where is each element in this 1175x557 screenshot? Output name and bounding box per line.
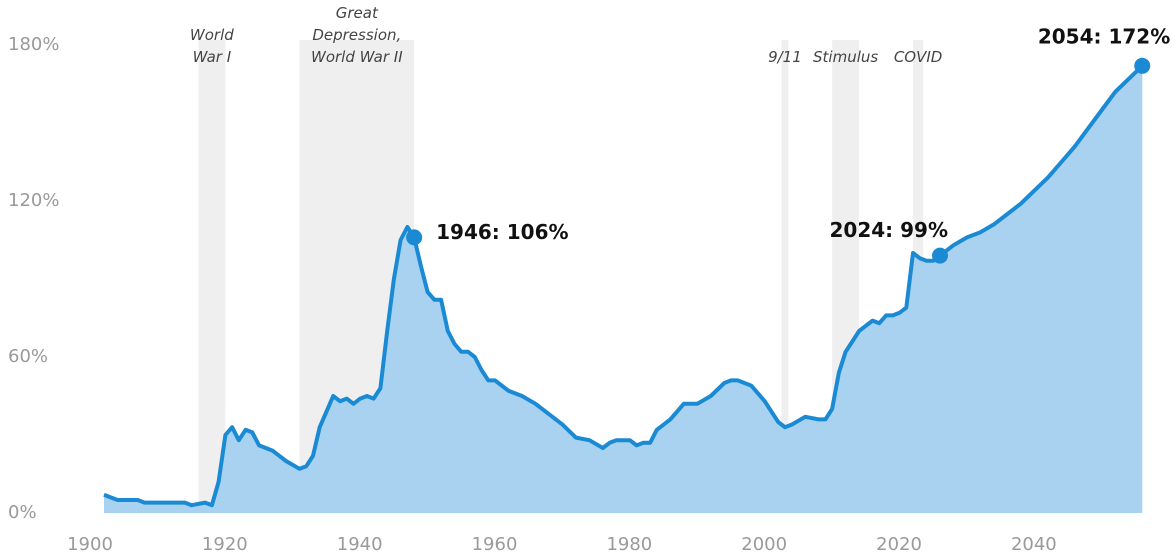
- period-label-line: World War II: [311, 48, 403, 66]
- y-tick-label: 180%: [8, 34, 59, 55]
- area: [104, 65, 1143, 514]
- period-label: Stimulus: [813, 48, 878, 66]
- period-label-line: 9/11: [768, 48, 802, 66]
- period-label-line: Depression,: [312, 26, 401, 44]
- period-label-line: War I: [193, 48, 232, 66]
- x-tick-label: 2000: [741, 534, 787, 555]
- x-tick-label: 1960: [472, 534, 518, 555]
- period-label: World War I: [190, 26, 234, 66]
- period-shade: [198, 40, 226, 513]
- x-tick-label: 1940: [337, 534, 383, 555]
- x-tick-label: 2020: [876, 534, 922, 555]
- period-label-line: World: [190, 26, 234, 44]
- y-tick-label: 0%: [8, 502, 37, 523]
- highlight-label: 2024: 99%: [830, 218, 949, 242]
- highlight-point: [932, 247, 948, 264]
- x-tick-label: 1900: [67, 534, 113, 555]
- period-label-line: COVID: [894, 48, 943, 66]
- highlight-label: 2054: 172%: [1038, 24, 1170, 48]
- line: [103, 64, 1144, 508]
- period-label: COVID: [894, 48, 943, 66]
- y-tick-label: 120%: [8, 190, 59, 211]
- y-tick-label: 60%: [8, 346, 48, 367]
- period-label-line: Great: [336, 4, 379, 22]
- period-label: Great Depression, World War II: [311, 4, 403, 66]
- highlight-label: 1946: 106%: [436, 220, 568, 244]
- highlight-point: [1134, 57, 1151, 74]
- period-shade: [781, 40, 789, 513]
- period-label: 9/11: [768, 48, 802, 66]
- x-tick-label: 2040: [1011, 534, 1057, 555]
- period-label-line: Stimulus: [813, 48, 878, 66]
- highlight-point: [406, 229, 423, 246]
- x-tick-label: 1920: [202, 534, 248, 555]
- x-tick-label: 1980: [606, 534, 652, 555]
